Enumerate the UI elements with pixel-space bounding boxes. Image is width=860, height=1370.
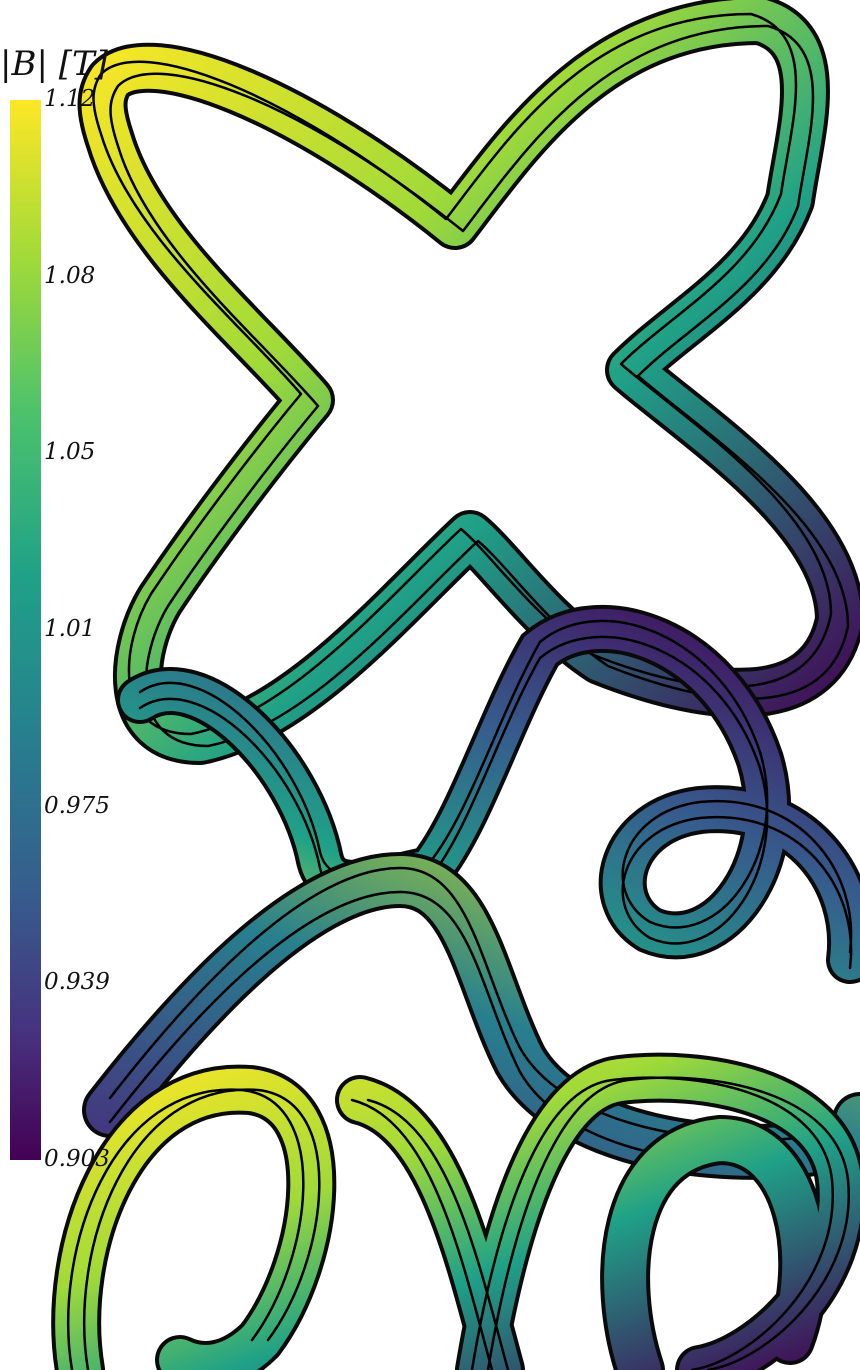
coil-upper	[77, 0, 860, 765]
colorbar-tick: 1.08	[44, 263, 96, 289]
colorbar-tick: 1.12	[44, 86, 96, 112]
coil-lower-band	[82, 851, 860, 1180]
colorbar-tick: 0.903	[44, 1146, 110, 1172]
colorbar-tick: 1.01	[44, 616, 96, 642]
colorbar-tick: 0.975	[44, 793, 110, 819]
colorbar-tick: 0.939	[44, 969, 110, 995]
colorbar-title: |B| [T]	[0, 44, 108, 84]
colorbar-tick: 1.05	[44, 439, 96, 465]
coil-bottom	[51, 1052, 860, 1370]
colorbar-gradient	[10, 100, 41, 1160]
